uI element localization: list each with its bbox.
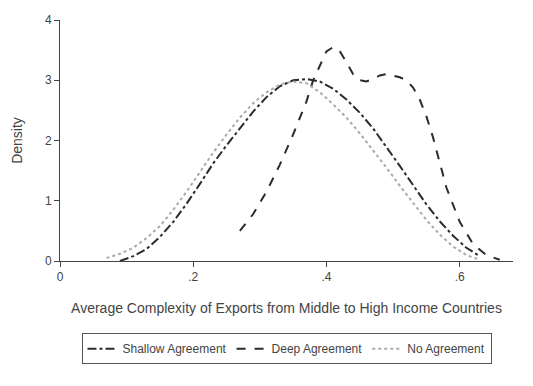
svg-text:Average Complexity of Exports: Average Complexity of Exports from Middl… xyxy=(71,300,502,316)
svg-text:Shallow Agreement: Shallow Agreement xyxy=(123,342,227,356)
svg-text:Density: Density xyxy=(9,117,25,164)
svg-text:No Agreement: No Agreement xyxy=(407,342,484,356)
svg-text:2: 2 xyxy=(45,134,52,148)
svg-text:1: 1 xyxy=(45,194,52,208)
svg-text:0: 0 xyxy=(57,270,64,284)
svg-text:4: 4 xyxy=(45,13,52,27)
svg-text:0: 0 xyxy=(45,254,52,268)
svg-text:.2: .2 xyxy=(188,270,198,284)
svg-text:Deep Agreement: Deep Agreement xyxy=(272,342,363,356)
svg-text:3: 3 xyxy=(45,73,52,87)
svg-text:.6: .6 xyxy=(455,270,465,284)
svg-text:.4: .4 xyxy=(321,270,331,284)
